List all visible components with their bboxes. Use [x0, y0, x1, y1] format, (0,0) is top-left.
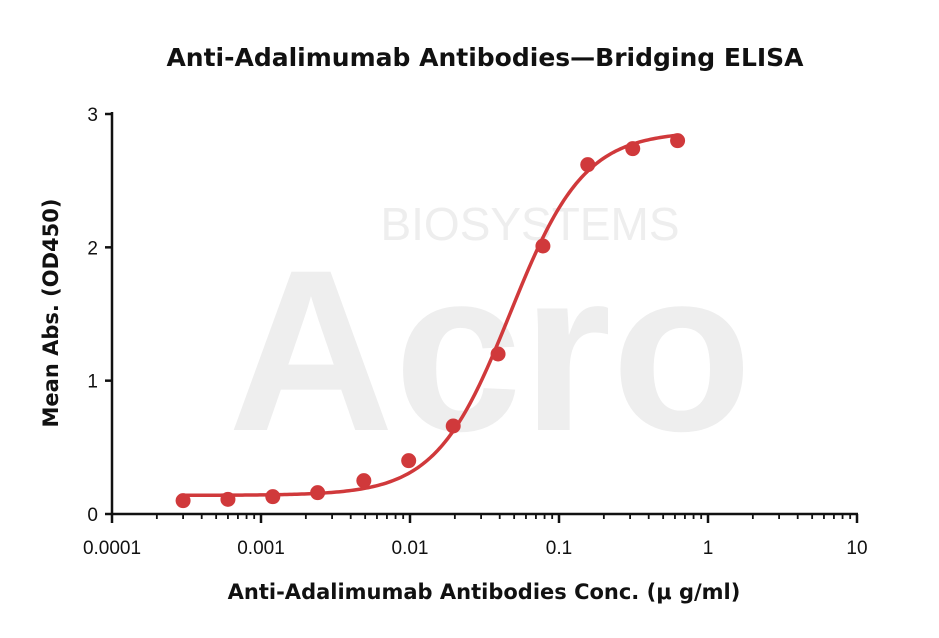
x-tick-label-4: 1 — [703, 538, 714, 559]
y-axis-label: Mean Abs. (OD450) — [39, 199, 63, 428]
x-tick-label-2: 0.01 — [392, 538, 429, 559]
axes — [110, 112, 858, 516]
x-tick-label-1: 0.001 — [237, 538, 285, 559]
watermark-line2: Acro — [228, 222, 752, 479]
data-point-6 — [445, 418, 461, 434]
x-tick-label-0: 0.0001 — [83, 538, 141, 559]
data-point-1 — [220, 491, 236, 507]
y-tick-label-0: 0 — [87, 505, 98, 526]
y-ticks: 0 1 2 3 — [87, 105, 112, 526]
data-point-7 — [490, 346, 506, 362]
x-tick-label-3: 0.1 — [546, 538, 572, 559]
data-point-5 — [401, 453, 417, 469]
watermark: BIOSYSTEMS Acro — [228, 198, 752, 479]
y-tick-label-1: 1 — [87, 372, 98, 393]
x-axis-label: Anti-Adalimumab Antibodies Conc. (μ g/ml… — [228, 580, 741, 604]
data-point-3 — [310, 485, 326, 501]
chart-title: Anti-Adalimumab Antibodies—Bridging ELIS… — [166, 43, 804, 72]
data-point-2 — [265, 489, 281, 505]
x-ticks: 0.0001 0.001 0.01 0.1 1 10 — [83, 514, 868, 559]
data-point-11 — [670, 133, 686, 149]
data-point-0 — [175, 493, 191, 509]
y-tick-label-3: 3 — [87, 105, 98, 126]
x-minor-ticks — [155, 514, 852, 519]
y-tick-label-2: 2 — [87, 238, 98, 259]
data-point-4 — [356, 473, 372, 489]
x-tick-label-5: 10 — [846, 538, 867, 559]
data-point-8 — [535, 238, 551, 254]
data-point-9 — [580, 157, 596, 173]
data-point-10 — [625, 141, 641, 157]
watermark-line1: BIOSYSTEMS — [380, 198, 679, 250]
data-points — [175, 133, 686, 509]
